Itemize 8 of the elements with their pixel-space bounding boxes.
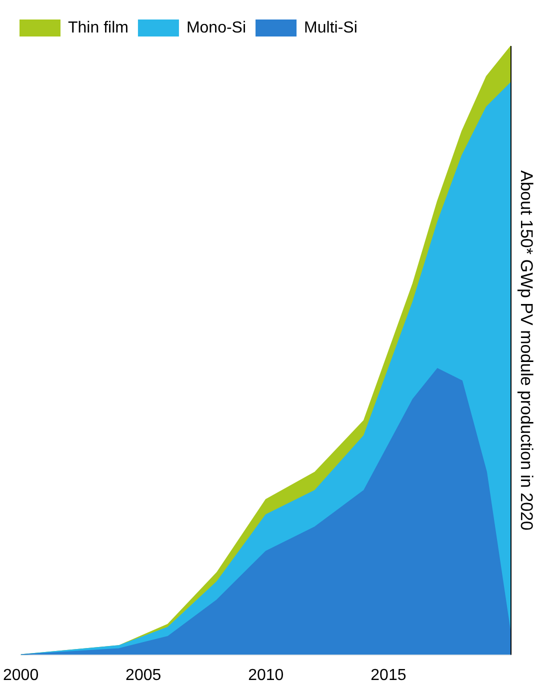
x-tick-label: 2000 (3, 666, 39, 684)
legend-label: Multi-Si (304, 19, 358, 36)
x-tick-label: 2005 (126, 666, 162, 684)
legend-label: Mono-Si (186, 19, 246, 36)
x-tick-label: 2015 (370, 666, 406, 684)
legend-label: Thin film (68, 19, 128, 36)
x-tick-label: 2010 (248, 666, 284, 684)
ref-line-label: About 150* GWp PV module production in 2020 (516, 170, 536, 530)
